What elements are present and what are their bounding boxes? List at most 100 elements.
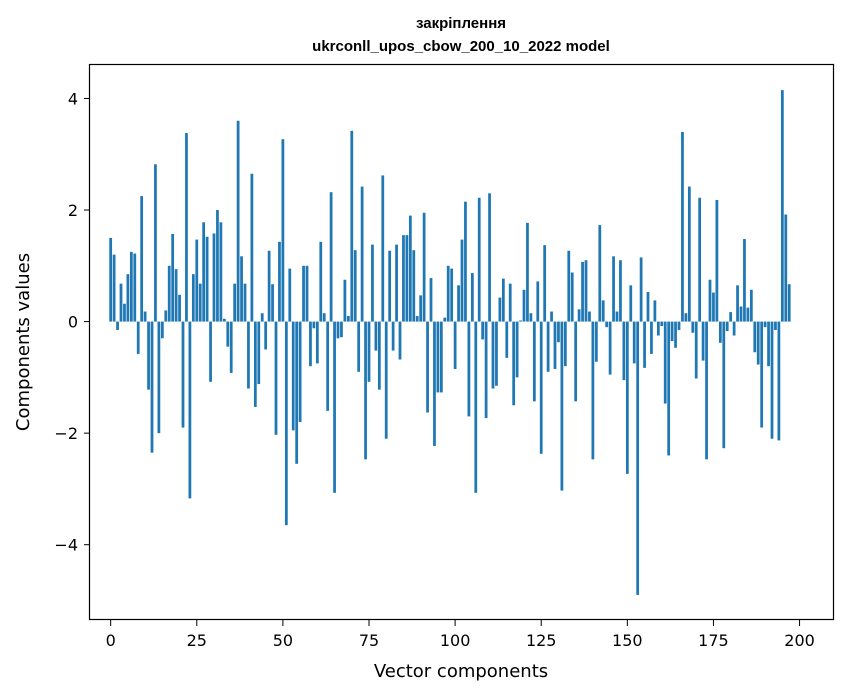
bar xyxy=(515,321,519,378)
x-tick-label: 200 xyxy=(784,631,815,650)
bar xyxy=(433,321,436,446)
bar xyxy=(550,311,553,322)
x-tick-label: 0 xyxy=(106,631,116,650)
bar xyxy=(247,321,250,389)
bar xyxy=(663,321,667,404)
bar xyxy=(457,285,460,322)
bar xyxy=(429,278,433,322)
bar xyxy=(439,321,443,393)
bar xyxy=(470,273,474,322)
bar xyxy=(467,321,471,417)
bars-group xyxy=(109,90,791,595)
bar xyxy=(681,131,684,322)
bar xyxy=(598,225,602,322)
bar xyxy=(563,321,567,367)
bar xyxy=(315,321,319,364)
bar xyxy=(753,321,757,353)
bar xyxy=(222,318,226,322)
bar xyxy=(539,321,543,454)
bar xyxy=(674,321,677,348)
bar xyxy=(446,265,450,322)
bar xyxy=(436,321,440,393)
bar xyxy=(694,321,698,379)
bar xyxy=(336,321,340,339)
bar xyxy=(302,265,305,322)
bar xyxy=(777,321,781,441)
bar xyxy=(188,321,192,499)
bar xyxy=(326,321,330,411)
plot-frame xyxy=(88,63,835,621)
bar xyxy=(601,300,605,322)
bar xyxy=(577,309,581,322)
bar xyxy=(522,289,526,322)
bar xyxy=(780,90,784,322)
bar xyxy=(281,139,285,322)
bar xyxy=(512,321,516,406)
bar xyxy=(264,321,268,350)
bar xyxy=(333,321,336,493)
bar xyxy=(312,321,316,329)
bar xyxy=(112,254,116,322)
x-tick-label: 100 xyxy=(440,631,471,650)
bar xyxy=(729,312,733,322)
bar xyxy=(419,295,423,322)
bar xyxy=(529,313,533,322)
bar xyxy=(653,300,657,322)
bar xyxy=(340,321,343,338)
bar xyxy=(756,321,760,365)
bar xyxy=(119,283,123,322)
bar xyxy=(233,283,237,322)
bar xyxy=(460,239,464,322)
bar xyxy=(691,321,695,333)
bar xyxy=(543,245,547,322)
bar xyxy=(770,321,774,439)
bar xyxy=(395,244,398,322)
bar xyxy=(243,283,247,322)
bar xyxy=(236,120,240,322)
bar xyxy=(346,316,350,322)
x-tick-label: 125 xyxy=(526,631,557,650)
bar xyxy=(133,253,137,322)
bar xyxy=(309,321,312,367)
bar xyxy=(150,321,154,453)
bar xyxy=(639,257,643,322)
bar xyxy=(736,285,739,322)
y-axis-ticks: −4 −2 0 2 4 xyxy=(54,89,90,555)
bar xyxy=(650,321,653,354)
bar xyxy=(388,250,392,322)
bar xyxy=(632,321,636,364)
bar xyxy=(398,321,402,360)
bar xyxy=(526,222,529,322)
bar xyxy=(739,306,743,322)
bar xyxy=(381,175,385,322)
bar xyxy=(109,237,113,322)
bar xyxy=(212,233,216,322)
bar xyxy=(367,321,371,382)
bar xyxy=(732,321,736,336)
bar xyxy=(181,321,185,428)
bar xyxy=(195,239,199,322)
bar xyxy=(167,265,171,322)
bar xyxy=(422,212,426,322)
bar xyxy=(722,321,726,449)
bar xyxy=(377,321,381,390)
bar xyxy=(219,222,223,322)
bar xyxy=(594,321,598,362)
bar xyxy=(116,321,119,330)
bar xyxy=(229,321,233,373)
bar xyxy=(374,321,378,351)
chart-title: закріплення xyxy=(416,15,506,32)
x-tick-label: 175 xyxy=(698,631,729,650)
bar xyxy=(670,321,674,342)
bar xyxy=(408,215,412,322)
bar xyxy=(667,321,671,456)
x-axis-ticks: 0 25 50 75 100 125 150 175 200 xyxy=(106,620,815,650)
bar xyxy=(477,197,481,322)
bar xyxy=(484,321,488,419)
bar xyxy=(715,199,719,322)
bar xyxy=(226,321,230,347)
bar xyxy=(267,250,271,322)
bar xyxy=(481,321,485,340)
bar xyxy=(171,234,175,322)
